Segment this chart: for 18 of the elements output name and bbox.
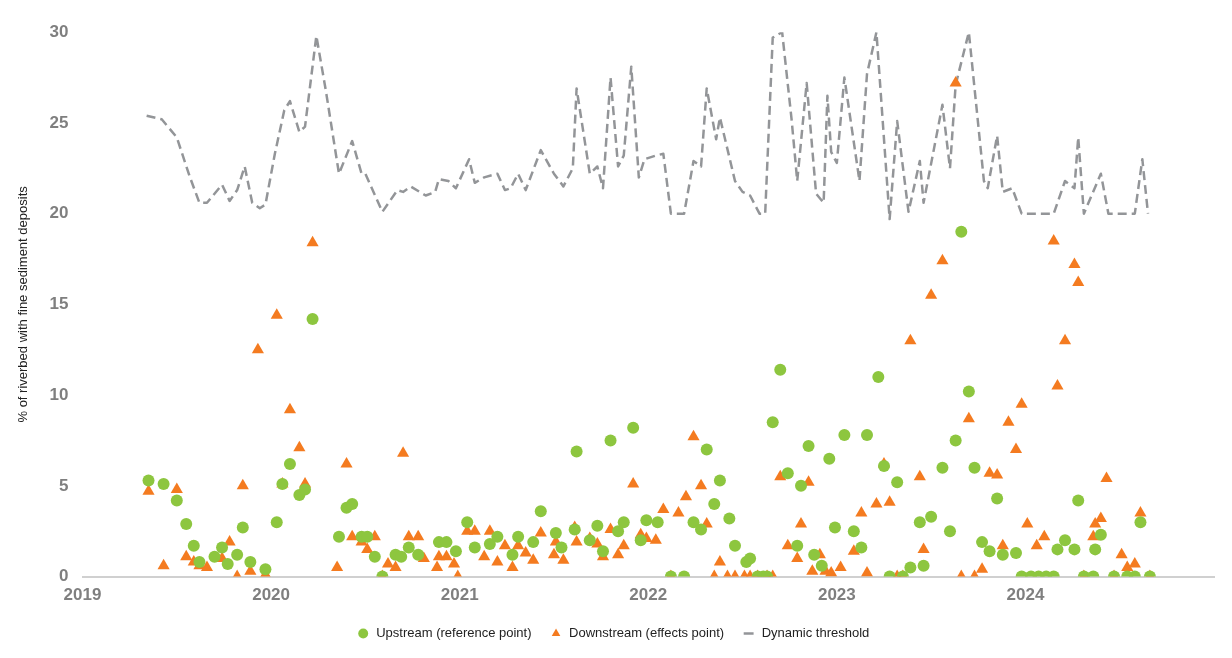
- legend-label: Dynamic threshold: [761, 625, 870, 641]
- y-tick-label: 15: [49, 294, 69, 314]
- x-tick-label: 2020: [252, 585, 291, 605]
- y-tick-label: 0: [59, 566, 69, 586]
- x-tick-label: 2023: [817, 585, 856, 605]
- y-axis-title: % of riverbed with fine sediment deposits: [15, 185, 31, 423]
- legend-label: Upstream (reference point): [376, 625, 532, 641]
- y-tick-label: 30: [49, 21, 69, 41]
- line-series: [145, 32, 1150, 221]
- x-tick-label: 2024: [1006, 585, 1045, 605]
- x-tick-label: 2021: [440, 585, 479, 605]
- y-tick-label: 20: [49, 203, 69, 223]
- legend-label: Downstream (effects point): [569, 625, 725, 641]
- y-tick-label: 25: [49, 112, 69, 132]
- x-tick-label: 2022: [629, 585, 668, 605]
- y-tick-label: 5: [59, 475, 69, 495]
- y-tick-label: 10: [49, 384, 69, 404]
- x-tick-label: 2019: [63, 585, 102, 605]
